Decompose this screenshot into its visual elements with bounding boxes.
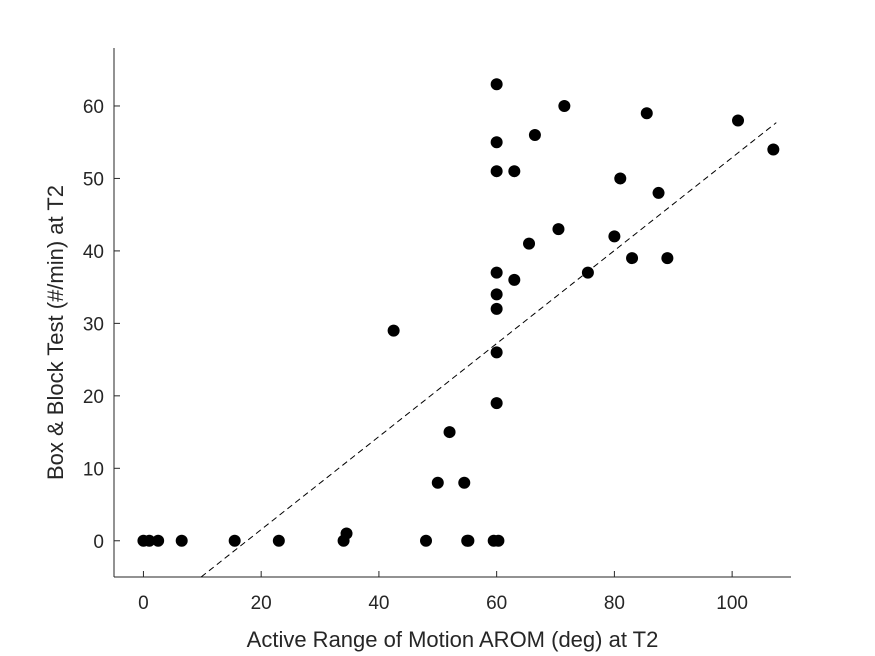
data-point xyxy=(490,266,503,279)
data-point xyxy=(528,128,541,141)
data-point xyxy=(552,223,565,236)
data-point xyxy=(508,273,521,286)
data-point xyxy=(340,527,353,540)
data-point xyxy=(462,534,475,547)
data-point xyxy=(490,346,503,359)
data-point xyxy=(420,534,433,547)
data-point xyxy=(431,476,444,489)
data-point xyxy=(492,534,505,547)
data-point xyxy=(152,534,165,547)
data-point xyxy=(490,136,503,149)
data-point xyxy=(175,534,188,547)
data-point xyxy=(228,534,241,547)
y-tick-label: 20 xyxy=(83,387,104,408)
fit-line-group xyxy=(200,122,777,578)
data-point xyxy=(443,426,456,439)
data-point xyxy=(458,476,471,489)
data-point xyxy=(732,114,745,127)
x-axis-title: Active Range of Motion AROM (deg) at T2 xyxy=(247,627,659,652)
data-point xyxy=(608,230,621,243)
data-point xyxy=(767,143,780,156)
data-point xyxy=(640,107,653,120)
data-point xyxy=(652,186,665,199)
data-point xyxy=(523,237,536,250)
axes: 0 20 40 60 80 100 0 10 20 30 40 50 60 xyxy=(83,48,791,614)
data-point xyxy=(661,252,674,265)
data-point xyxy=(387,324,400,337)
y-tick-label: 10 xyxy=(83,459,104,480)
data-point xyxy=(272,534,285,547)
y-tick-label: 50 xyxy=(83,169,104,190)
data-point xyxy=(614,172,627,185)
data-point xyxy=(490,397,503,410)
x-tick-label: 100 xyxy=(716,593,748,614)
y-tick-label: 30 xyxy=(83,314,104,335)
x-tick-label: 20 xyxy=(251,593,272,614)
data-point xyxy=(626,252,639,265)
y-tick-label: 0 xyxy=(93,532,104,553)
x-tick-label: 40 xyxy=(368,593,389,614)
data-point xyxy=(490,302,503,315)
x-tick-label: 60 xyxy=(486,593,507,614)
data-point xyxy=(490,288,503,301)
data-point xyxy=(558,99,571,112)
y-tick-label: 40 xyxy=(83,242,104,263)
data-point xyxy=(508,165,521,178)
data-point xyxy=(490,78,503,91)
x-tick-label: 0 xyxy=(138,593,149,614)
data-points xyxy=(137,78,780,547)
fit-line xyxy=(200,122,777,578)
y-axis-title: Box & Block Test (#/min) at T2 xyxy=(43,185,68,480)
y-tick-label: 60 xyxy=(83,97,104,118)
data-point xyxy=(581,266,594,279)
data-point xyxy=(490,165,503,178)
x-tick-label: 80 xyxy=(604,593,625,614)
data-point xyxy=(143,534,156,547)
